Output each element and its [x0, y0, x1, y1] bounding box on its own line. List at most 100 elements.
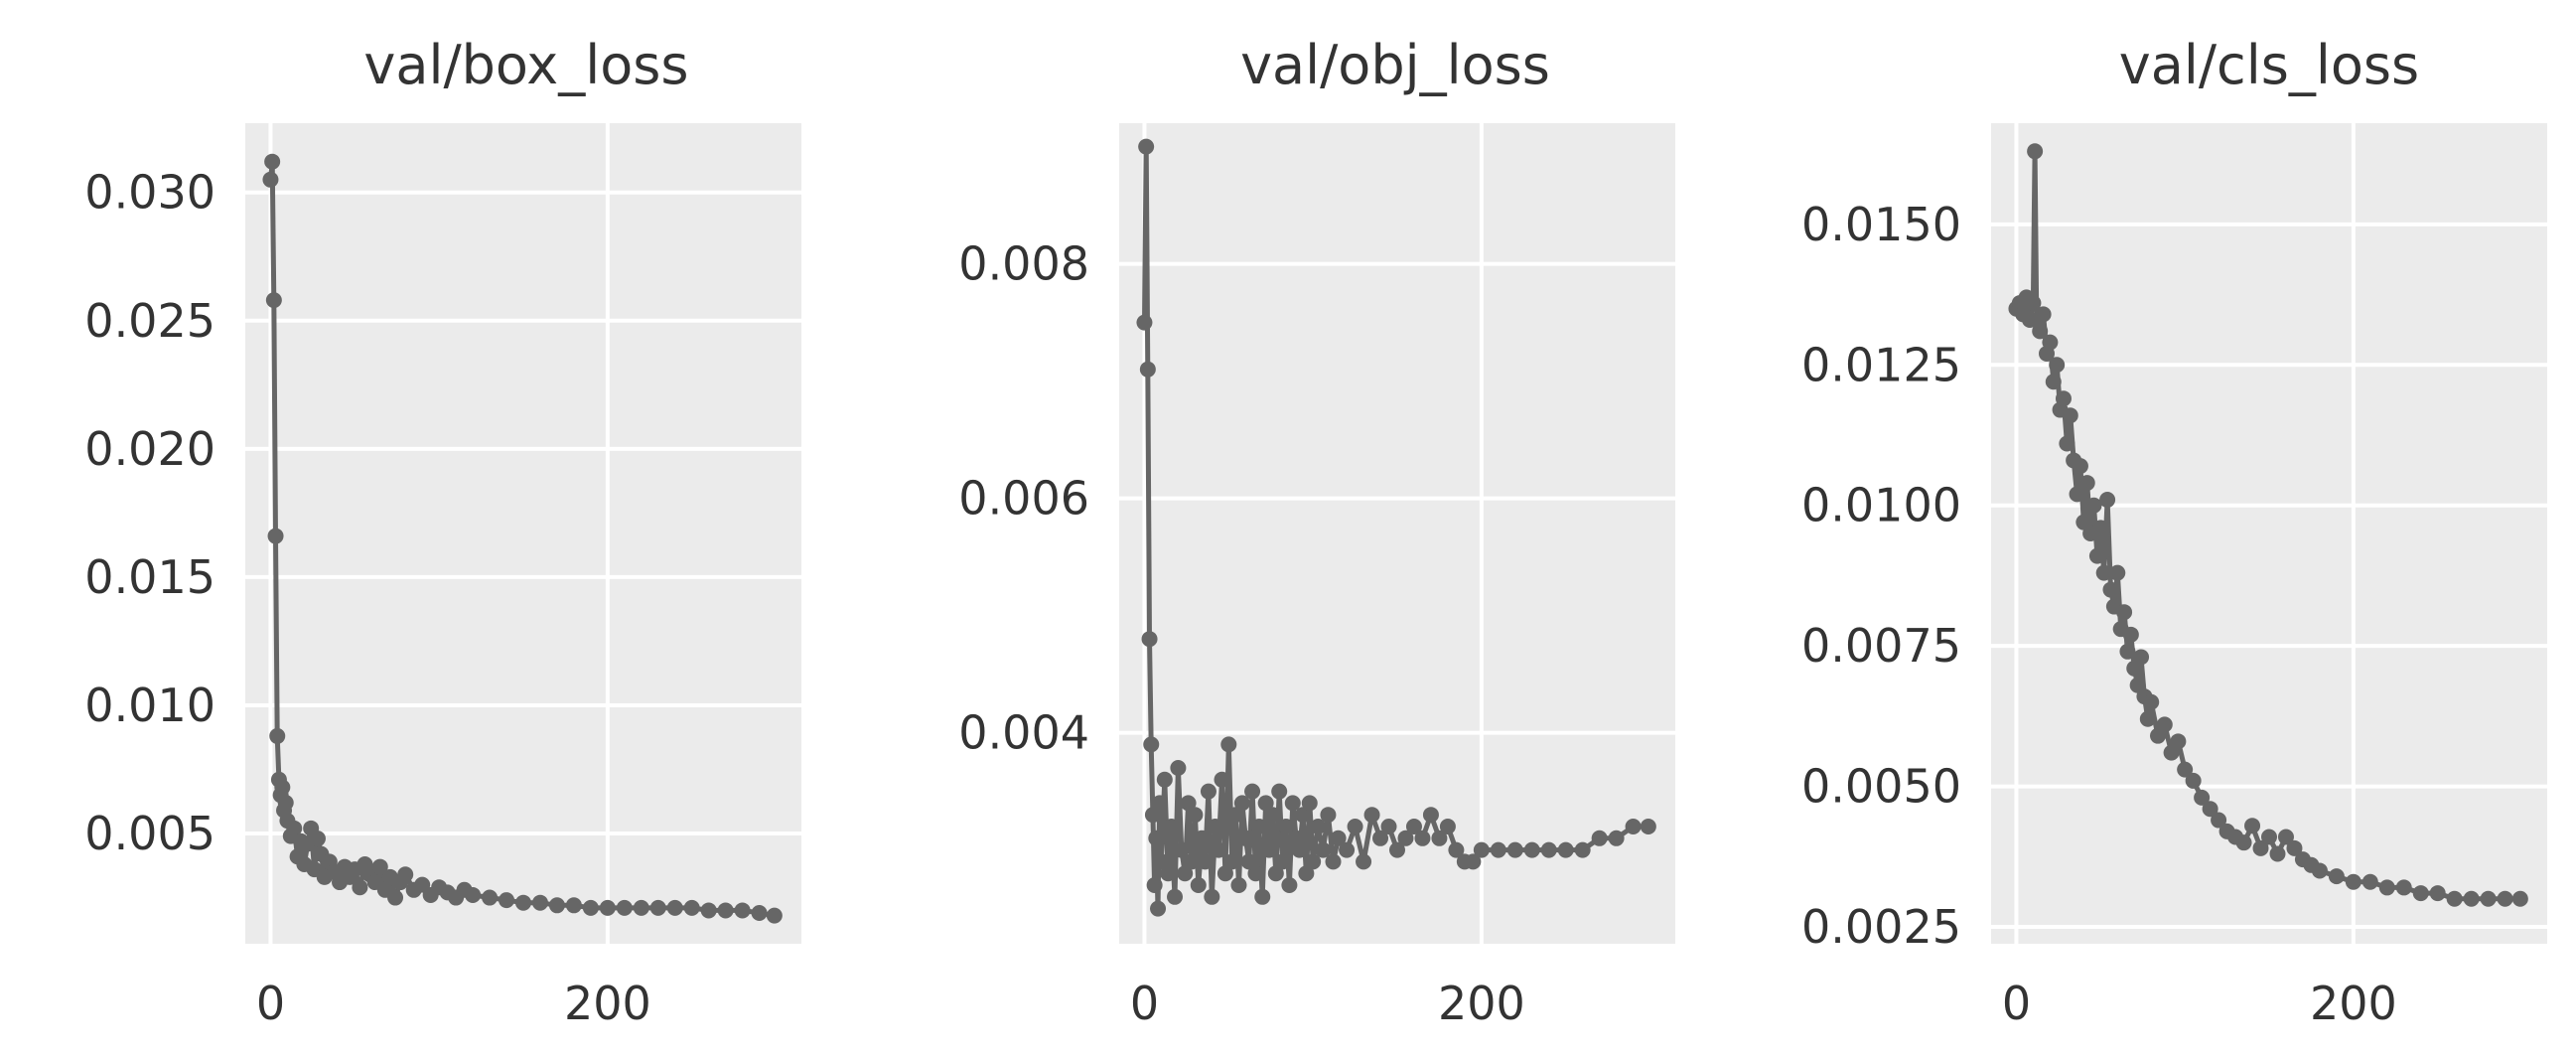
data-point	[1250, 819, 1267, 834]
data-point	[2133, 649, 2150, 666]
data-point	[2170, 733, 2187, 750]
data-point	[1160, 865, 1177, 882]
data-point	[1187, 807, 1204, 824]
data-point	[2025, 295, 2042, 312]
data-point	[616, 899, 633, 916]
data-point	[1264, 807, 1281, 824]
data-point	[1240, 853, 1257, 870]
data-point	[1204, 888, 1220, 905]
data-point	[277, 795, 294, 812]
data-point	[1156, 771, 1173, 788]
data-point	[1557, 841, 1574, 858]
data-point	[2269, 845, 2286, 862]
data-point	[2045, 374, 2062, 390]
data-point	[717, 902, 734, 919]
data-point	[1405, 819, 1422, 834]
data-point	[2119, 643, 2136, 660]
data-point	[1284, 795, 1301, 812]
data-point	[1138, 138, 1155, 155]
data-point	[1347, 819, 1363, 834]
data-point	[1608, 830, 1625, 846]
data-point	[649, 899, 666, 916]
data-point	[1380, 819, 1397, 834]
data-point	[1267, 865, 1284, 882]
data-point	[1294, 807, 1311, 824]
data-point	[1465, 853, 1482, 870]
data-point	[2088, 547, 2105, 564]
data-point	[766, 907, 783, 924]
data-point	[2156, 716, 2173, 733]
data-point	[2244, 818, 2261, 834]
data-point	[274, 779, 291, 796]
data-point	[548, 897, 565, 914]
data-point	[1298, 865, 1315, 882]
data-point	[371, 858, 388, 875]
data-point	[2194, 789, 2211, 806]
data-point	[269, 727, 286, 744]
data-point	[1397, 830, 1414, 846]
data-point	[1244, 783, 1261, 800]
data-point	[2035, 306, 2052, 323]
data-point	[267, 528, 284, 544]
data-point	[700, 902, 717, 919]
plot-area	[1119, 123, 1675, 944]
data-point	[1247, 865, 1264, 882]
data-point	[2027, 143, 2044, 160]
data-point	[2328, 868, 2345, 885]
data-point	[1177, 865, 1194, 882]
x-tick-label: 200	[2310, 977, 2397, 1030]
data-point	[2062, 407, 2078, 424]
data-point	[1197, 853, 1214, 870]
data-point	[1640, 819, 1656, 834]
chart-title: val/box_loss	[363, 34, 688, 96]
data-point	[2277, 829, 2294, 845]
data-point	[2261, 829, 2277, 845]
data-point	[1254, 888, 1271, 905]
chart-3: val/cls_loss 0.0025 0.0050 0.0075 0.0100 0.01…	[1801, 34, 2547, 1030]
data-point	[2122, 626, 2139, 643]
data-point	[2361, 873, 2378, 890]
data-point	[1214, 771, 1230, 788]
y-tick-label: 0.030	[84, 166, 215, 220]
y-tick-label: 0.0100	[1801, 479, 1961, 532]
data-point	[2429, 885, 2446, 902]
data-point	[1230, 877, 1247, 893]
data-point	[633, 899, 649, 916]
data-point	[2069, 486, 2085, 503]
data-point	[2177, 761, 2194, 778]
data-point	[2059, 435, 2075, 452]
y-tick-label: 0.0075	[1801, 619, 1961, 673]
data-point	[2139, 710, 2156, 727]
data-point	[2092, 520, 2109, 536]
data-point	[1422, 807, 1439, 824]
data-point	[582, 899, 599, 916]
data-point	[734, 902, 751, 919]
data-point	[2055, 390, 2072, 407]
data-point	[1153, 853, 1170, 870]
data-point	[1625, 819, 1642, 834]
data-point	[397, 866, 414, 883]
data-point	[1183, 853, 1200, 870]
data-point	[499, 892, 515, 909]
data-point	[2185, 772, 2202, 789]
data-point	[2345, 873, 2361, 890]
y-tick-label: 0.020	[84, 422, 215, 476]
chart-title: val/obj_loss	[1240, 34, 1550, 96]
series	[1136, 138, 1656, 917]
data-point	[265, 292, 282, 309]
data-point	[1591, 830, 1608, 846]
data-point	[1139, 361, 1156, 378]
data-point	[1261, 841, 1278, 858]
y-tick-label: 0.025	[84, 294, 215, 348]
data-point	[2311, 862, 2328, 879]
data-point	[2078, 475, 2095, 492]
data-point	[1490, 841, 1506, 858]
data-point	[2102, 581, 2119, 598]
data-point	[1163, 819, 1180, 834]
data-point	[515, 894, 531, 911]
data-point	[599, 899, 616, 916]
data-point	[2072, 458, 2088, 475]
data-point	[1274, 853, 1291, 870]
data-point	[1151, 795, 1168, 812]
